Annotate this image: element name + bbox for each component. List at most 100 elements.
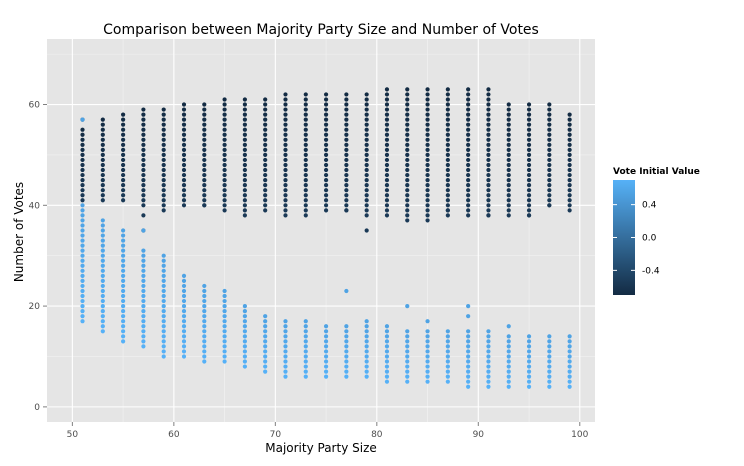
data-point	[161, 339, 166, 344]
data-point	[283, 147, 288, 152]
data-point	[425, 162, 430, 168]
data-point	[405, 97, 410, 102]
data-point	[486, 193, 491, 198]
data-point	[547, 178, 552, 183]
data-point	[425, 203, 430, 208]
data-point	[466, 142, 471, 147]
data-point	[100, 283, 105, 289]
data-point	[506, 374, 511, 379]
data-point	[364, 92, 369, 97]
x-axis-ticks: 50 60 70 80 90 100	[67, 422, 589, 440]
data-point	[445, 344, 450, 349]
data-point	[384, 157, 390, 163]
data-point	[141, 203, 146, 208]
data-point	[526, 117, 532, 122]
data-point	[181, 314, 187, 319]
data-point	[364, 193, 369, 198]
data-point	[405, 132, 410, 137]
data-point	[384, 117, 390, 122]
data-point	[384, 107, 390, 112]
y-tick-label: 60	[29, 101, 41, 111]
data-point	[181, 278, 187, 283]
data-point	[141, 258, 146, 263]
data-point	[344, 122, 349, 127]
data-point	[405, 349, 410, 354]
data-point	[547, 369, 552, 374]
data-point	[405, 364, 410, 369]
data-point	[80, 263, 85, 268]
data-point	[567, 122, 572, 127]
data-point	[486, 379, 491, 384]
data-point	[384, 374, 390, 379]
data-point	[80, 183, 85, 188]
data-point	[80, 303, 85, 309]
data-point	[100, 324, 105, 329]
data-point	[80, 273, 85, 278]
data-point	[344, 288, 349, 294]
data-point	[121, 117, 126, 122]
data-point	[283, 183, 288, 188]
data-point	[486, 213, 491, 218]
data-point	[364, 198, 369, 203]
data-point	[547, 117, 552, 122]
data-point	[80, 248, 85, 253]
data-point	[506, 349, 511, 354]
data-point	[323, 334, 329, 339]
data-point	[466, 203, 471, 208]
data-point	[425, 198, 430, 203]
data-point	[100, 147, 105, 152]
data-point	[141, 228, 146, 233]
data-point	[506, 178, 511, 183]
data-point	[222, 198, 227, 203]
data-point	[303, 329, 308, 334]
data-point	[263, 183, 268, 188]
data-point	[141, 278, 146, 283]
data-point	[506, 167, 511, 173]
data-point	[242, 172, 247, 178]
data-point	[405, 198, 410, 203]
data-point	[303, 349, 308, 354]
data-point	[222, 324, 227, 329]
data-point	[506, 142, 511, 147]
data-point	[242, 127, 247, 132]
data-point	[364, 329, 369, 334]
data-point	[344, 142, 349, 147]
data-point	[323, 324, 329, 329]
data-point	[384, 142, 390, 147]
data-point	[506, 127, 511, 132]
data-point	[364, 112, 369, 117]
data-point	[141, 268, 146, 273]
data-point	[506, 112, 511, 117]
data-point	[100, 117, 105, 122]
data-point	[486, 167, 491, 173]
data-point	[161, 253, 166, 258]
data-point	[100, 183, 105, 188]
data-point	[263, 359, 268, 364]
data-point	[344, 324, 349, 329]
data-point	[384, 137, 390, 142]
data-point	[161, 142, 166, 147]
data-point	[526, 193, 532, 198]
data-point	[486, 147, 491, 152]
data-point	[425, 87, 430, 92]
data-point	[121, 314, 126, 319]
data-point	[425, 132, 430, 137]
data-point	[80, 278, 85, 283]
data-point	[161, 117, 166, 122]
data-point	[323, 137, 329, 142]
data-point	[344, 162, 349, 168]
data-point	[384, 167, 390, 173]
data-point	[283, 142, 288, 147]
data-point	[141, 314, 146, 319]
data-point	[303, 364, 308, 369]
data-point	[80, 288, 85, 294]
data-point	[181, 188, 187, 193]
x-tick-label: 50	[67, 430, 79, 440]
data-point	[121, 238, 126, 243]
data-point	[384, 127, 390, 132]
data-point	[486, 92, 491, 97]
data-point	[364, 147, 369, 152]
data-point	[384, 178, 390, 183]
data-point	[121, 162, 126, 168]
data-point	[80, 283, 85, 289]
